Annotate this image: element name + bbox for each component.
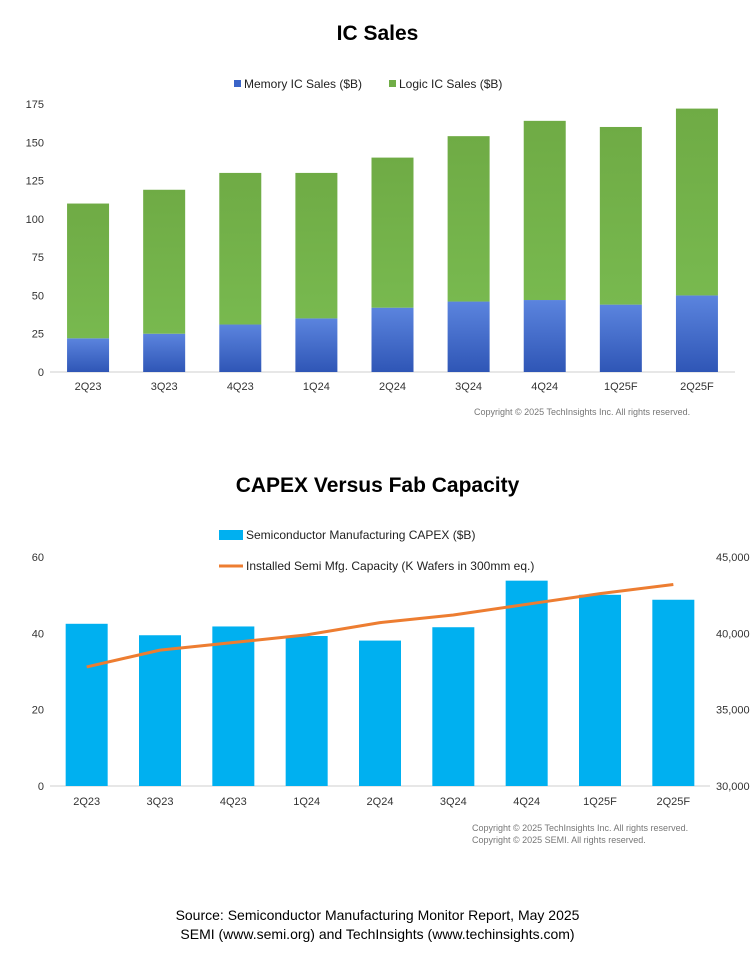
chart2-capex-bar-8 (652, 599, 695, 786)
chart2-capex-bar-1 (139, 635, 181, 786)
chart1-ytick-label-3: 75 (32, 252, 44, 264)
chart1-ytick-label-2: 50 (32, 290, 44, 302)
chart1-ytick-label-1: 25 (32, 329, 44, 341)
chart1-legend-swatch-1 (389, 80, 396, 87)
chart2-ytick-left-label-3: 60 (32, 552, 44, 564)
chart1-legend-label-1: Logic IC Sales ($B) (399, 77, 502, 91)
source-line2: SEMI (www.semi.org) and TechInsights (ww… (180, 926, 575, 942)
chart1-xtick-label-8: 2Q25F (680, 381, 714, 393)
chart1-bar-logic-1 (143, 189, 186, 334)
chart2-capex-bar-4 (359, 640, 401, 786)
chart1-ytick-label-7: 175 (26, 99, 44, 111)
chart2-ytick-right-label-0: 30,000 (716, 781, 750, 793)
ic-sales-chart: 0 25 50 75 100 125 150 175 2Q23 3Q23 4Q23 1Q24 2Q24 3… (26, 77, 735, 393)
chart1-bar-memory-1 (143, 333, 186, 372)
source-line1: Source: Semiconductor Manufacturing Moni… (175, 907, 580, 923)
chart1-bar-logic-5 (447, 136, 490, 302)
chart1-bar-logic-2 (219, 172, 262, 325)
chart1-ytick-label-6: 150 (26, 137, 44, 149)
chart2-legend-label-1: Installed Semi Mfg. Capacity (K Wafers i… (246, 559, 534, 573)
chart1-bar-logic-8 (675, 108, 718, 296)
chart1-bar-logic-7 (599, 126, 642, 305)
chart1-bar-memory-0 (67, 338, 110, 372)
chart2-title: CAPEX Versus Fab Capacity (235, 474, 520, 497)
chart2-ytick-left-label-1: 20 (32, 705, 44, 717)
chart2-xtick-label-0: 2Q23 (73, 796, 100, 808)
chart1-xtick-label-3: 1Q24 (303, 381, 330, 393)
chart2-ytick-right-label-2: 40,000 (716, 628, 750, 640)
chart1-bar-logic-0 (67, 203, 110, 339)
chart2-copyright-line1: Copyright © 2025 TechInsights Inc. All r… (472, 823, 689, 833)
chart1-xtick-label-1: 3Q23 (151, 381, 178, 393)
chart2-xtick-label-7: 1Q25F (583, 796, 617, 808)
chart2-capex-bar-0 (65, 623, 108, 786)
chart1-title: IC Sales (336, 22, 419, 45)
chart1-xtick-label-2: 4Q23 (227, 381, 254, 393)
chart1-bar-logic-6 (523, 120, 566, 301)
chart2-xtick-label-3: 1Q24 (293, 796, 320, 808)
chart2-ytick-right-label-3: 45,000 (716, 552, 750, 564)
chart2-xtick-label-6: 4Q24 (513, 796, 540, 808)
chart2-ytick-right-label-1: 35,000 (716, 705, 750, 717)
chart2-capex-bar-3 (285, 636, 328, 786)
chart1-xtick-label-5: 3Q24 (455, 381, 482, 393)
chart2-copyright-line2: Copyright © 2025 SEMI. All rights reserv… (472, 835, 646, 845)
chart2-xtick-label-8: 2Q25F (657, 796, 691, 808)
chart1-xtick-label-4: 2Q24 (379, 381, 406, 393)
chart2-legend-label-0: Semiconductor Manufacturing CAPEX ($B) (246, 528, 475, 542)
chart1-bar-memory-5 (447, 301, 490, 372)
chart1-bar-memory-4 (371, 307, 414, 372)
capex-capacity-chart: 0 20 40 60 30,000 35,000 40,000 45,000 2Q23 3Q23 4… (32, 528, 750, 808)
chart2-xtick-label-5: 3Q24 (440, 796, 467, 808)
chart2-ytick-left-label-2: 40 (32, 628, 44, 640)
chart2-capex-bar-7 (579, 594, 621, 786)
chart2-legend-swatch-0 (219, 530, 243, 540)
chart2-capex-bar-5 (432, 627, 475, 786)
chart1-bar-memory-2 (219, 324, 262, 372)
chart1-xtick-label-7: 1Q25F (604, 381, 638, 393)
chart1-bar-memory-3 (295, 318, 338, 372)
chart1-xtick-label-6: 4Q24 (531, 381, 558, 393)
chart1-ytick-label-5: 125 (26, 176, 44, 188)
chart1-bar-memory-7 (599, 304, 642, 372)
chart2-capex-bar-2 (212, 626, 255, 786)
chart1-ytick-label-4: 100 (26, 214, 44, 226)
chart1-legend-swatch-0 (234, 80, 241, 87)
chart2-capex-bar-6 (505, 580, 548, 786)
chart1-ytick-label-0: 0 (38, 367, 44, 379)
chart1-copyright: Copyright © 2025 TechInsights Inc. All r… (474, 407, 691, 417)
chart2-xtick-label-2: 4Q23 (220, 796, 247, 808)
chart1-legend-label-0: Memory IC Sales ($B) (244, 77, 362, 91)
chart1-bar-memory-8 (675, 295, 718, 372)
chart2-xtick-label-1: 3Q23 (147, 796, 174, 808)
chart1-bar-memory-6 (523, 300, 566, 372)
chart2-ytick-left-label-0: 0 (38, 781, 44, 793)
chart2-xtick-label-4: 2Q24 (367, 796, 394, 808)
chart1-bar-logic-3 (295, 172, 338, 319)
chart1-bar-logic-4 (371, 157, 414, 308)
chart1-xtick-label-0: 2Q23 (75, 381, 102, 393)
